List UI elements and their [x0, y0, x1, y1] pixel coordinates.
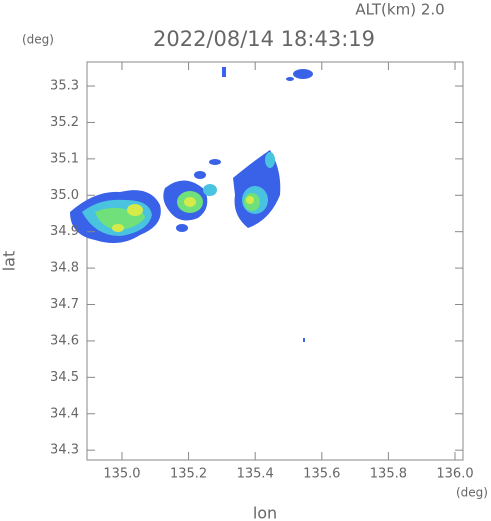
- x-tick-label: 135.6: [303, 467, 340, 482]
- x-unit: (deg): [456, 486, 488, 500]
- radar-echoes: [70, 67, 313, 342]
- chart-title: 2022/08/14 18:43:19: [153, 27, 375, 51]
- x-tick-label: 135.4: [237, 467, 274, 482]
- x-tick-label: 135.8: [370, 467, 407, 482]
- y-tick-label: 34.5: [50, 370, 79, 385]
- x-tick-label: 136.0: [436, 467, 473, 482]
- x-tick-label: 135.0: [103, 467, 140, 482]
- y-tick-label: 34.7: [50, 297, 79, 312]
- y-tick-label: 34.8: [50, 261, 79, 276]
- y-tick-label: 35.2: [50, 115, 79, 130]
- y-axis-label: lat: [0, 251, 19, 272]
- y-tick-label: 35.1: [50, 151, 79, 166]
- y-tick-label: 35.0: [50, 188, 79, 203]
- y-tick-label: 34.6: [50, 333, 79, 348]
- y-tick-label: 34.3: [50, 443, 79, 458]
- y-unit: (deg): [22, 33, 54, 47]
- y-tick-label: 34.4: [50, 406, 79, 421]
- x-axis-label: lon: [253, 504, 277, 521]
- altitude-label: ALT(km) 2.0: [355, 1, 444, 19]
- y-tick-label: 35.3: [50, 79, 79, 94]
- y-tick-label: 34.9: [50, 224, 79, 239]
- x-tick-label: 135.2: [170, 467, 207, 482]
- plot-frame: [86, 61, 464, 461]
